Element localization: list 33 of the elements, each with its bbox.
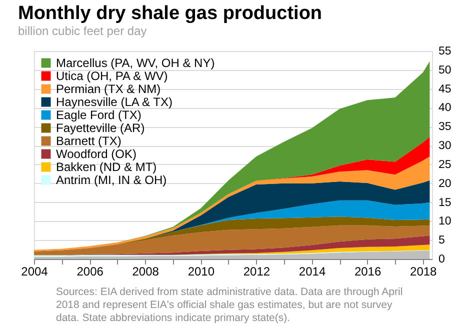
- y-tick-label: 50: [438, 64, 452, 76]
- x-tick-label: 2008: [132, 264, 160, 278]
- source-note: Sources: EIA derived from state administrative data. Data are through April 2018 and represent EIA's official shale gas estimates, but are not survey data. State abbreviations indicate primary state(s).: [56, 286, 403, 324]
- y-tick-label: 10: [438, 216, 452, 228]
- x-tick-label: 2014: [298, 264, 326, 278]
- chart-subtitle: billion cubic feet per day: [18, 24, 147, 38]
- legend-label: Marcellus (PA, WV, OH & NY): [56, 56, 215, 70]
- chart-title: Monthly dry shale gas production: [18, 3, 322, 24]
- y-tick-label: 45: [438, 83, 452, 96]
- y-tick-label: 25: [438, 158, 452, 171]
- x-tick-label: 2004: [21, 264, 48, 278]
- y-tick-label: 15: [438, 196, 452, 209]
- legend-label: Haynesville (LA & TX): [56, 95, 172, 109]
- legend-label: Bakken (ND & MT): [56, 160, 157, 174]
- legend-label: Barnett (TX): [56, 134, 122, 148]
- y-tick-label: 30: [438, 140, 452, 152]
- legend-label: Eagle Ford (TX): [56, 108, 142, 122]
- legend-label: Utica (OH, PA & WV): [56, 69, 168, 83]
- y-tick-label: 0: [438, 254, 445, 266]
- x-tick-label: 2018: [410, 264, 438, 278]
- legend-label: Woodford (OK): [56, 147, 136, 161]
- y-tick-label: 20: [438, 178, 452, 190]
- legend-label: Fayetteville (AR): [56, 121, 145, 135]
- x-tick-label: 2006: [76, 264, 104, 278]
- x-tick-label: 2010: [188, 264, 215, 278]
- y-tick-label: 40: [438, 102, 452, 114]
- x-tick-label: 2012: [243, 264, 270, 278]
- y-tick-label: 55: [438, 46, 452, 58]
- y-tick-label: 5: [438, 234, 445, 247]
- y-tick-label: 35: [438, 121, 452, 134]
- legend-label: Permian (TX & NM): [56, 82, 161, 96]
- x-tick-label: 2016: [354, 264, 382, 278]
- legend-label: Antrim (MI, IN & OH): [56, 173, 167, 187]
